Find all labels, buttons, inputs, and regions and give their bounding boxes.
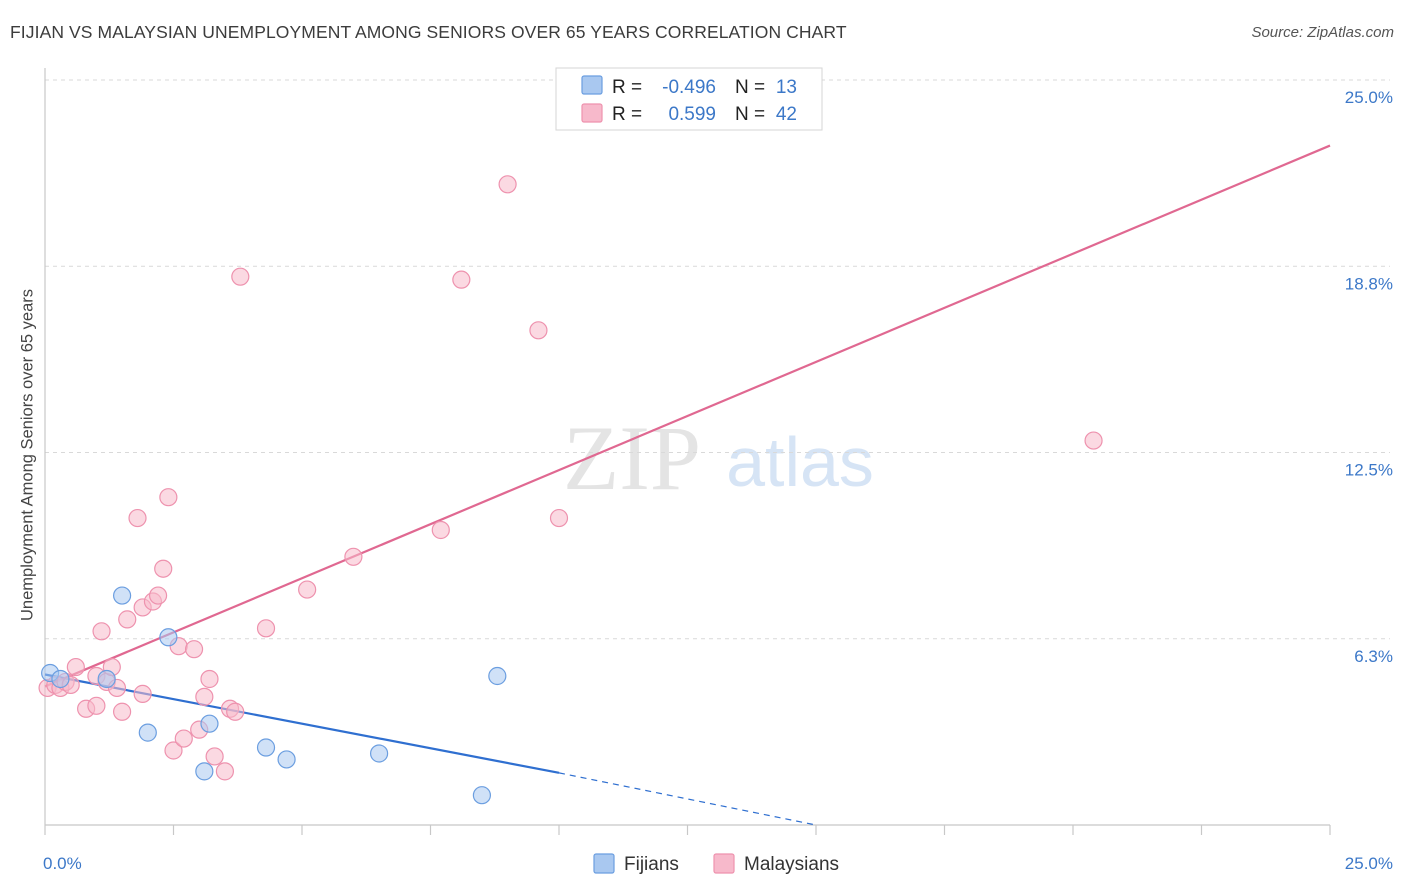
trend-line-fijians	[44, 673, 560, 774]
malaysian-point-20	[154, 559, 173, 578]
x-tick-label-0: 0.0%	[43, 854, 82, 873]
trend-line-fijians-extrapolated	[558, 772, 817, 826]
malaysian-point-35	[298, 580, 317, 599]
source-credit: Source: ZipAtlas.com	[1251, 24, 1394, 41]
fijian-point-7	[256, 738, 276, 757]
malaysian-point-42	[1084, 431, 1103, 450]
y-tick-label-1: 18.8%	[1345, 274, 1393, 293]
fijian-point-11	[488, 666, 507, 686]
series-legend: Fijians Malaysians	[593, 853, 839, 875]
y-tick-label-0: 25.0%	[1345, 88, 1393, 107]
legend-swatch-malaysians	[581, 103, 603, 123]
malaysian-point-32	[226, 702, 245, 721]
series-legend-label-fijians: Fijians	[624, 854, 679, 875]
malaysian-point-15	[128, 508, 147, 528]
malaysian-point-39	[498, 175, 517, 194]
legend-r-value-fijians: -0.496	[662, 77, 716, 98]
fijian-point-12	[51, 669, 70, 689]
malaysian-point-25	[184, 640, 204, 659]
fijian-point-2	[112, 586, 132, 605]
x-tick-label-1: 25.0%	[1345, 854, 1393, 873]
malaysian-point-5	[66, 657, 85, 677]
data-points	[38, 175, 1103, 805]
legend-r-value-malaysians: 0.599	[668, 104, 716, 125]
fijian-point-6	[200, 714, 219, 733]
fijian-point-8	[277, 750, 296, 769]
series-legend-label-malaysians: Malaysians	[744, 854, 839, 875]
correlation-legend: R = -0.496 N = 13 R = 0.599 N = 42	[555, 67, 823, 131]
malaysian-point-13	[112, 702, 132, 721]
malaysian-point-29	[205, 747, 224, 766]
malaysian-point-33	[231, 267, 250, 286]
chart-title: FIJIAN VS MALAYSIAN UNEMPLOYMENT AMONG S…	[10, 22, 847, 42]
watermark-atlas: atlas	[726, 423, 874, 501]
series-legend-swatch-malaysians	[713, 853, 735, 874]
malaysian-point-14	[118, 610, 137, 629]
fijian-point-5	[195, 762, 214, 781]
fijian-point-10	[472, 786, 491, 805]
malaysian-point-34	[256, 619, 276, 638]
legend-n-value-fijians: 13	[776, 77, 797, 98]
malaysian-point-19	[148, 586, 168, 605]
malaysian-point-28	[200, 669, 219, 689]
y-tick-label-2: 12.5%	[1345, 461, 1393, 480]
legend-n-value-malaysians: 42	[776, 104, 797, 125]
watermark: ZIP atlas	[563, 407, 874, 509]
watermark-zip: ZIP	[563, 407, 701, 509]
legend-n-label-malaysians: N =	[735, 104, 765, 125]
fijian-point-3	[138, 723, 157, 742]
malaysian-point-27	[195, 687, 214, 706]
malaysian-point-10	[92, 622, 111, 641]
fijian-point-9	[370, 744, 389, 763]
legend-n-label-fijians: N =	[735, 77, 765, 98]
malaysian-point-37	[431, 520, 450, 540]
fijian-point-4	[159, 628, 178, 647]
malaysian-point-22	[164, 741, 183, 760]
malaysian-point-40	[529, 321, 548, 340]
legend-r-label-fijians: R =	[612, 77, 642, 98]
malaysian-point-30	[215, 762, 234, 781]
malaysian-point-41	[549, 508, 569, 528]
y-tick-labels: 25.0% 18.8% 12.5% 6.3%	[1345, 88, 1393, 666]
malaysian-point-24	[174, 729, 193, 748]
malaysian-point-36	[344, 547, 363, 566]
axes	[44, 68, 1331, 835]
y-tick-label-3: 6.3%	[1354, 647, 1393, 666]
legend-swatch-fijians	[581, 75, 603, 95]
trend-lines	[44, 144, 1331, 826]
malaysian-point-21	[159, 488, 178, 507]
legend-r-label-malaysians: R =	[612, 104, 642, 125]
series-legend-swatch-fijians	[593, 853, 615, 874]
fijian-point-1	[97, 669, 116, 689]
trend-line-malaysians	[44, 144, 1331, 688]
malaysian-point-16	[133, 684, 152, 703]
malaysian-point-38	[452, 270, 471, 289]
malaysian-point-9	[87, 696, 106, 715]
grid-lines	[45, 79, 1390, 640]
x-tick-labels: 0.0% 25.0%	[43, 854, 1393, 873]
